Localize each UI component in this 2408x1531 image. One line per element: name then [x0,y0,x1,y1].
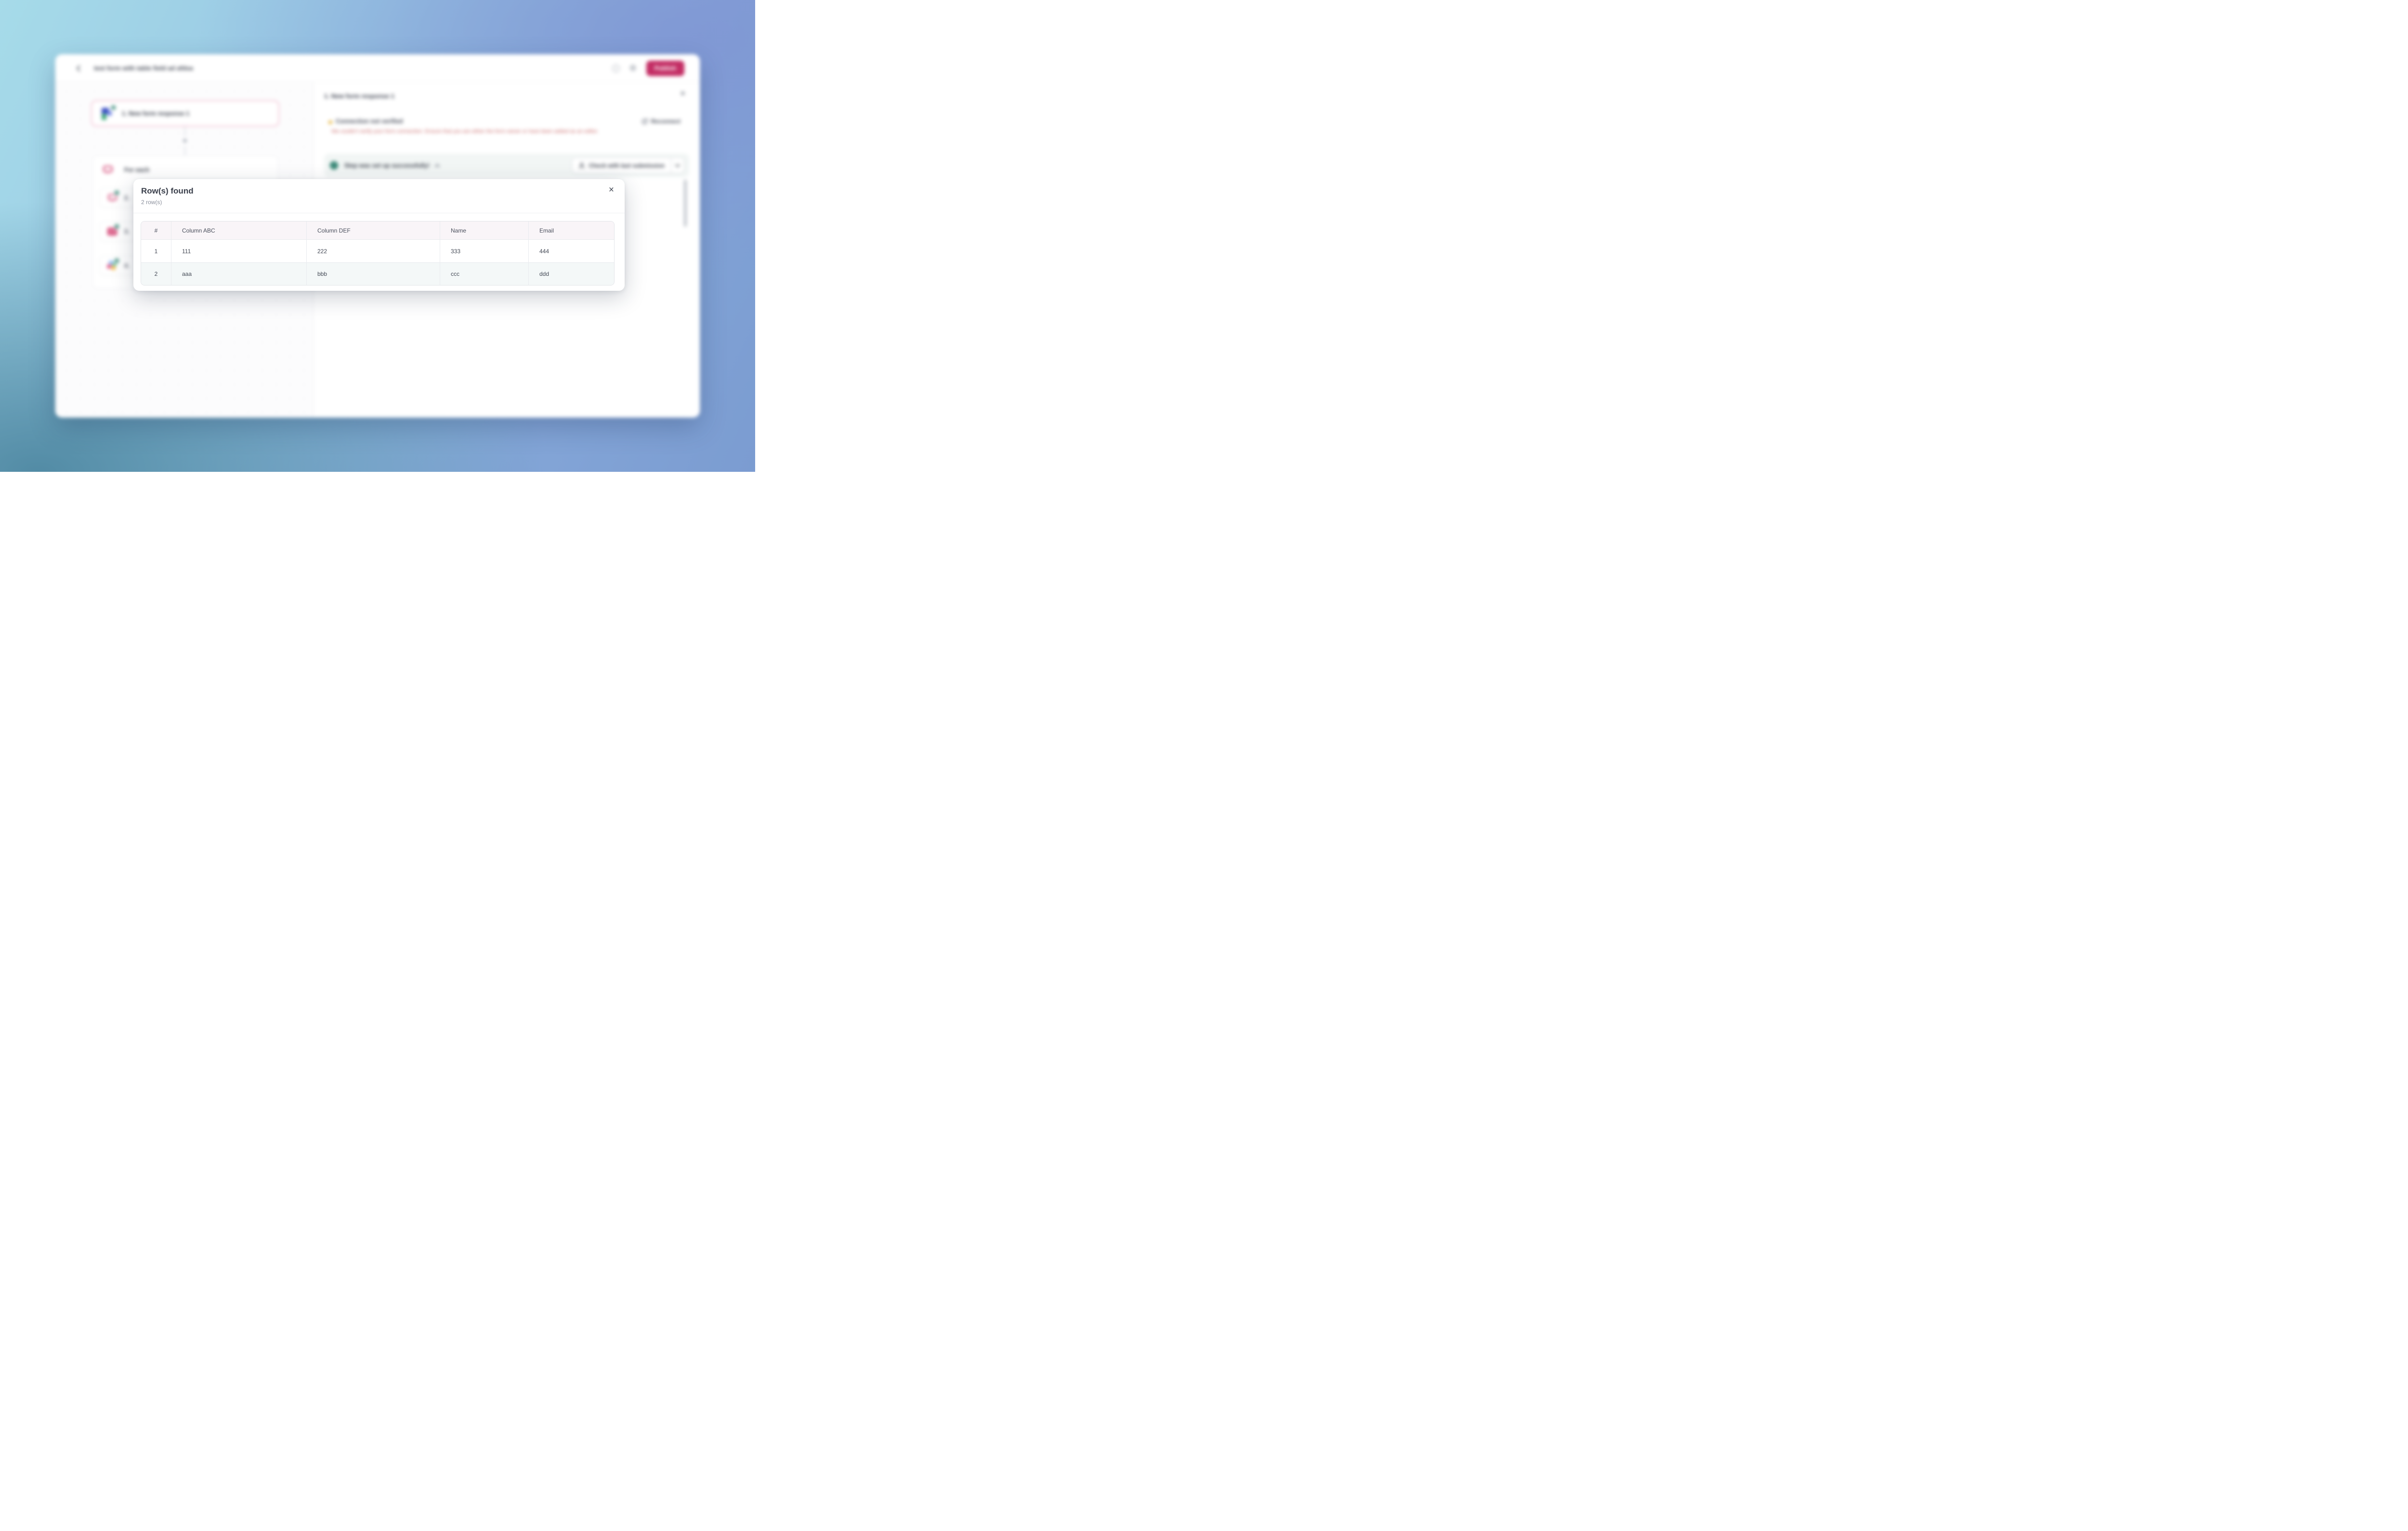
workflow-node-new-form-response[interactable]: ✓ 1. New form response 1 [92,101,279,126]
success-check-badge-icon: ✓ [114,189,120,196]
table-header: Email [529,221,614,240]
for-each-header: For each [93,156,278,174]
warning-dot-icon [328,120,332,124]
integration-app-icon: ✓ [107,257,120,271]
person-icon [579,162,585,169]
reconnect-button[interactable]: Reconnect [641,118,681,125]
table-cell: 2 [141,262,171,285]
table-header: Column DEF [307,221,440,240]
check-last-submission-button[interactable]: Check with last submission [571,157,684,173]
chevron-up-icon [435,164,440,167]
refresh-icon [641,118,648,124]
step-success-banner[interactable]: ✓ Step was set up successfully! Check wi… [324,154,689,177]
table-cell: ddd [529,262,614,285]
publish-button[interactable]: Publish [646,60,684,76]
table-cell: 333 [440,240,529,262]
success-check-icon: ✓ [330,161,338,169]
node-label: 4. [124,262,130,269]
table-step-icon: ✓ [107,223,120,237]
chevron-left-icon [77,65,80,71]
rows-found-modal: Row(s) found 2 row(s) × # Column ABC Col… [133,179,625,291]
settings-gear-icon[interactable]: ⚙ [629,64,637,73]
loop-icon [103,166,113,174]
modal-title: Row(s) found [141,186,194,195]
table-cell: bbb [307,262,440,285]
success-check-badge-icon: ✓ [110,104,117,111]
dropdown-caret[interactable] [671,158,684,173]
info-icon[interactable]: i [612,64,620,72]
back-button[interactable] [74,64,83,73]
connection-error-text: We couldn't verify your form connection.… [331,129,599,134]
topbar-actions: i ⚙ Publish [612,60,684,76]
table-header: # [141,221,171,240]
panel-scrollbar-thumb[interactable] [684,180,687,227]
node-label: 2. [124,194,130,201]
table-cell: aaa [171,262,307,285]
panel-title: 1. New form response 1 [324,92,394,100]
reconnect-label: Reconnect [651,118,681,125]
table-header: Name [440,221,529,240]
table-header: Column ABC [171,221,307,240]
success-check-badge-icon: ✓ [114,223,120,230]
desktop-background: test form with table field ad afdsa i ⚙ … [0,0,755,472]
for-each-label: For each [124,166,150,173]
node-label: 1. New form response 1 [122,110,190,117]
add-step-button[interactable]: + [180,136,190,146]
node-label: 3. [124,228,130,235]
top-bar: test form with table field ad afdsa i ⚙ … [55,54,700,82]
table-cell: 1 [141,240,171,262]
table-cell: 444 [539,247,550,255]
table-cell: 222 [307,240,440,262]
modal-subtitle: 2 row(s) [141,199,162,206]
chevron-down-icon [675,164,680,167]
workflow-title: test form with table field ad afdsa [94,65,193,72]
modal-close-icon[interactable]: × [608,185,614,195]
table-cell: ccc [440,262,529,285]
success-message: Step was set up successfully! [344,162,430,169]
success-check-badge-icon: ✓ [114,257,120,264]
loop-step-icon: ✓ [107,189,120,203]
rows-table: # Column ABC Column DEF Name Email 1 111… [141,221,615,285]
connection-status: Connection not verified [336,118,403,125]
table-cell: 111 [171,240,307,262]
panel-close-icon[interactable]: × [680,89,685,98]
check-button-label: Check with last submission [589,162,665,169]
form-app-icon: ✓ [102,104,117,120]
